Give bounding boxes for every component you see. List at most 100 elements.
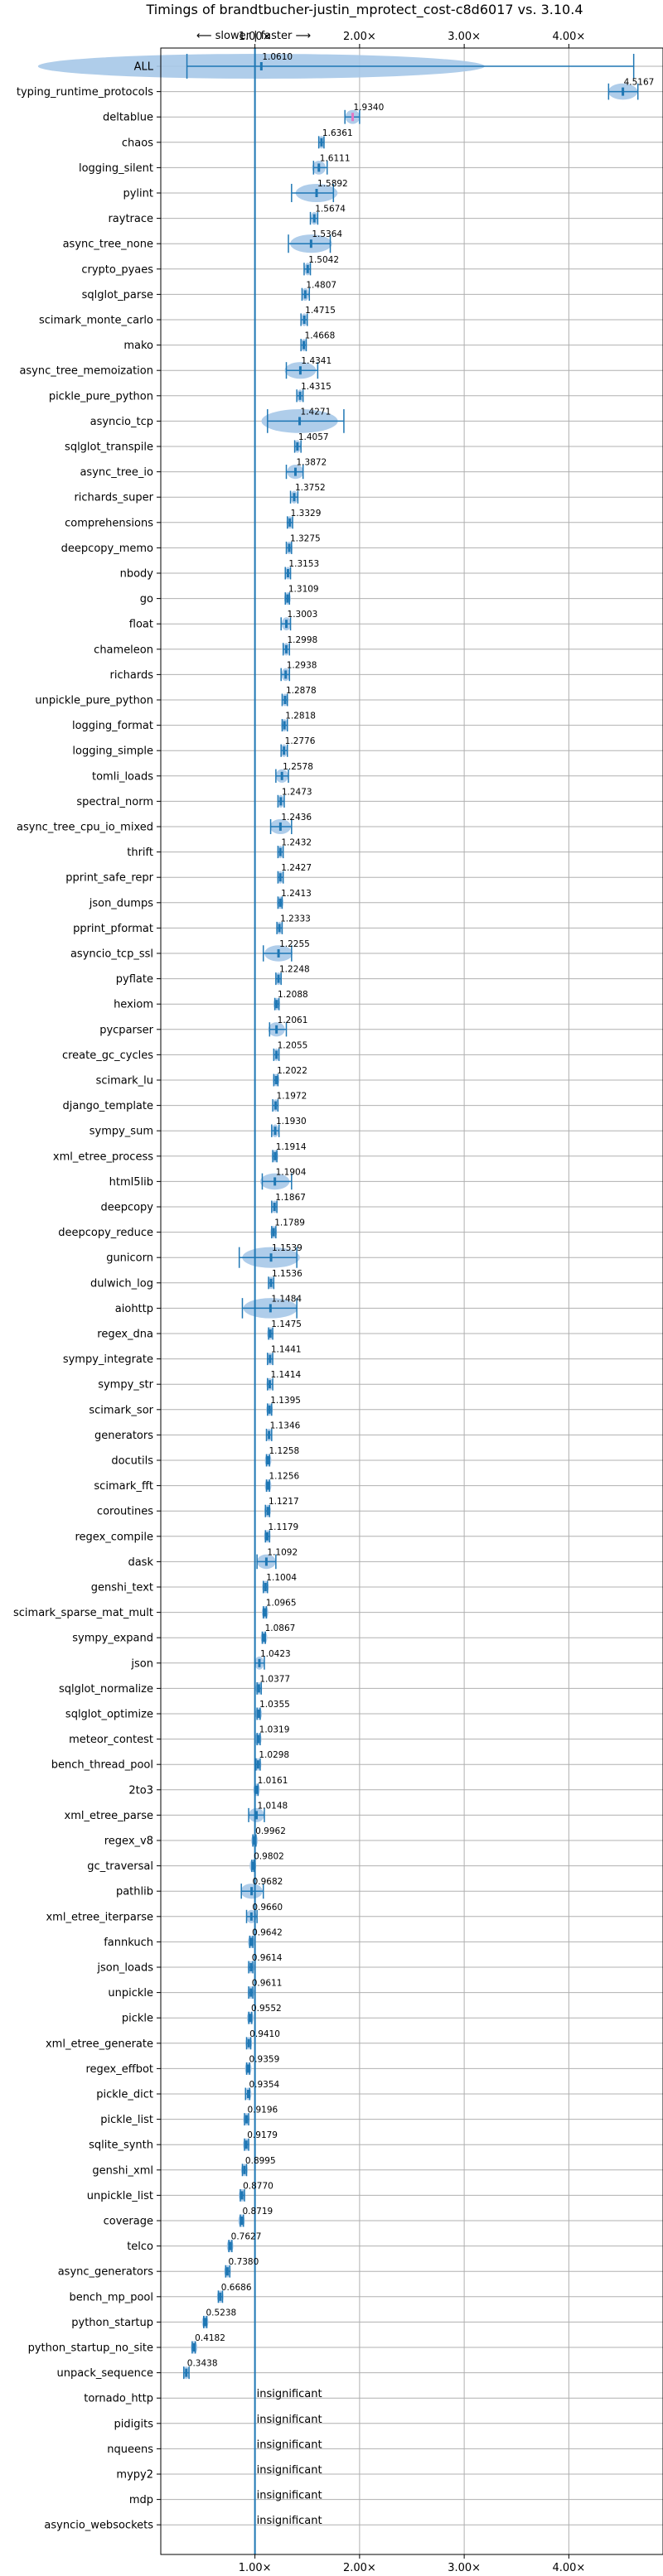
value-label: 1.1536 [272, 1269, 302, 1279]
value-label: 1.2088 [278, 990, 308, 1000]
value-label: 0.9410 [249, 2029, 280, 2039]
y-tick-label: pprint_safe_repr [65, 872, 153, 885]
value-label: 1.1258 [269, 1446, 300, 1456]
value-label: 1.4807 [306, 280, 336, 290]
x-tick-label-bottom: 2.00× [343, 2562, 376, 2574]
y-tick-label: scimark_fft [94, 1480, 153, 1493]
y-tick-label: chameleon [94, 644, 153, 656]
insignificant-label: insignificant [257, 2515, 322, 2527]
value-label: 1.5892 [317, 179, 348, 189]
y-tick-label: pprint_pformat [73, 923, 153, 935]
value-label: 1.1092 [267, 1547, 298, 1557]
y-tick-label: regex_effbot [85, 2063, 153, 2076]
y-tick-label: comprehensions [65, 517, 153, 529]
y-tick-label: mypy2 [116, 2469, 153, 2482]
value-label: 1.1475 [271, 1319, 302, 1329]
value-label: 1.2055 [278, 1040, 308, 1050]
y-tick-label: thrift [127, 847, 153, 859]
y-tick-label: asyncio_tcp_ssl [70, 948, 153, 961]
y-tick-label: deepcopy_memo [61, 543, 153, 555]
y-tick-label: asyncio_tcp [90, 416, 153, 428]
y-tick-label: python_startup_no_site [28, 2342, 153, 2355]
value-label: 1.4271 [301, 407, 332, 417]
y-tick-label: python_startup [71, 2317, 153, 2329]
y-tick-label: django_template [63, 1100, 153, 1112]
y-tick-label: create_gc_cycles [62, 1049, 153, 1062]
value-label: 1.1441 [271, 1345, 302, 1355]
y-tick-label: meteor_contest [69, 1734, 153, 1746]
y-tick-label: sqlite_synth [89, 2139, 153, 2152]
direction-label: ⟵ slower | faster ⟶ [196, 30, 311, 42]
value-label: 1.1867 [275, 1193, 306, 1203]
y-tick-label: pickle_pure_python [49, 390, 153, 403]
value-label: 0.9179 [247, 2130, 278, 2140]
y-tick-label: deltablue [103, 112, 153, 124]
y-tick-label: pyflate [116, 973, 153, 986]
value-label: 0.4182 [195, 2333, 225, 2343]
value-label: 1.1217 [269, 1497, 299, 1507]
value-label: 0.9611 [252, 1979, 283, 1989]
y-tick-label: deepcopy [100, 1202, 153, 1214]
value-label: 0.8719 [242, 2207, 273, 2217]
y-tick-label: async_tree_none [63, 239, 153, 251]
value-label: 1.4715 [305, 306, 336, 316]
y-tick-label: async_tree_memoization [19, 365, 153, 378]
y-tick-label: tomli_loads [92, 770, 153, 783]
y-tick-label: nqueens [107, 2443, 153, 2456]
value-label: 0.5238 [206, 2308, 237, 2318]
value-label: 1.1930 [276, 1117, 307, 1126]
y-tick-label: regex_compile [75, 1531, 153, 1543]
value-label: 1.1414 [270, 1370, 301, 1380]
value-label: 1.2413 [281, 889, 312, 899]
y-tick-label: sqlglot_normalize [59, 1683, 153, 1696]
y-tick-label: logging_simple [72, 745, 153, 758]
y-tick-label: hexiom [114, 999, 153, 1011]
y-tick-label: asyncio_websockets [44, 2520, 153, 2532]
y-tick-label: pickle_list [100, 2114, 153, 2126]
value-label: 1.2022 [277, 1066, 307, 1076]
value-label: 0.9962 [255, 1826, 286, 1836]
y-tick-label: async_tree_cpu_io_mixed [17, 822, 153, 834]
y-tick-label: xml_etree_iterparse [46, 1911, 153, 1923]
value-label: 0.9354 [249, 2080, 279, 2090]
y-tick-label: scimark_lu [96, 1075, 153, 1088]
y-tick-label: raytrace [108, 213, 153, 225]
y-tick-label: coroutines [97, 1506, 153, 1518]
value-label: 1.6111 [320, 153, 351, 163]
y-tick-label: xml_etree_generate [46, 2038, 153, 2050]
x-tick-label-top: 3.00× [448, 31, 481, 43]
x-tick-label-top: 4.00× [552, 31, 585, 43]
value-label: 1.4315 [301, 382, 332, 392]
y-tick-label: pathlib [116, 1886, 153, 1898]
y-tick-label: go [140, 593, 153, 605]
value-label: 1.1004 [266, 1573, 297, 1583]
y-tick-label: sqlglot_parse [82, 289, 153, 301]
value-label: 0.9802 [254, 1852, 284, 1862]
y-tick-label: unpack_sequence [56, 2367, 153, 2380]
value-label: 0.7380 [229, 2257, 259, 2267]
y-tick-label: sympy_str [98, 1379, 153, 1392]
value-label: 1.1484 [271, 1294, 302, 1304]
value-label: 1.5364 [312, 229, 342, 239]
y-tick-label: sympy_expand [72, 1633, 153, 1645]
x-tick-label-bottom: 4.00× [552, 2562, 585, 2574]
y-tick-label: coverage [104, 2216, 153, 2228]
value-label: 1.1789 [274, 1218, 305, 1228]
marks-layer [37, 48, 639, 2554]
y-tick-label: async_generators [58, 2266, 154, 2279]
value-label: 1.2061 [278, 1015, 308, 1025]
y-tick-label: html5lib [109, 1176, 153, 1189]
x-tick-label-bottom: 1.00× [239, 2562, 272, 2574]
value-label: 1.1539 [272, 1243, 302, 1253]
y-tick-label: pickle [122, 2013, 153, 2025]
value-label: 4.5167 [624, 78, 655, 88]
y-tick-label: logging_silent [79, 162, 153, 175]
value-label: 1.2436 [281, 813, 312, 822]
y-tick-label: genshi_text [91, 1582, 153, 1594]
value-label: 1.3153 [288, 559, 319, 569]
value-label: 1.1972 [277, 1092, 307, 1102]
value-label: 1.3275 [290, 533, 321, 543]
value-label: 1.0355 [259, 1700, 290, 1710]
value-label: 0.9552 [251, 2004, 282, 2014]
y-tick-label: scimark_sparse_mat_mult [13, 1607, 153, 1619]
